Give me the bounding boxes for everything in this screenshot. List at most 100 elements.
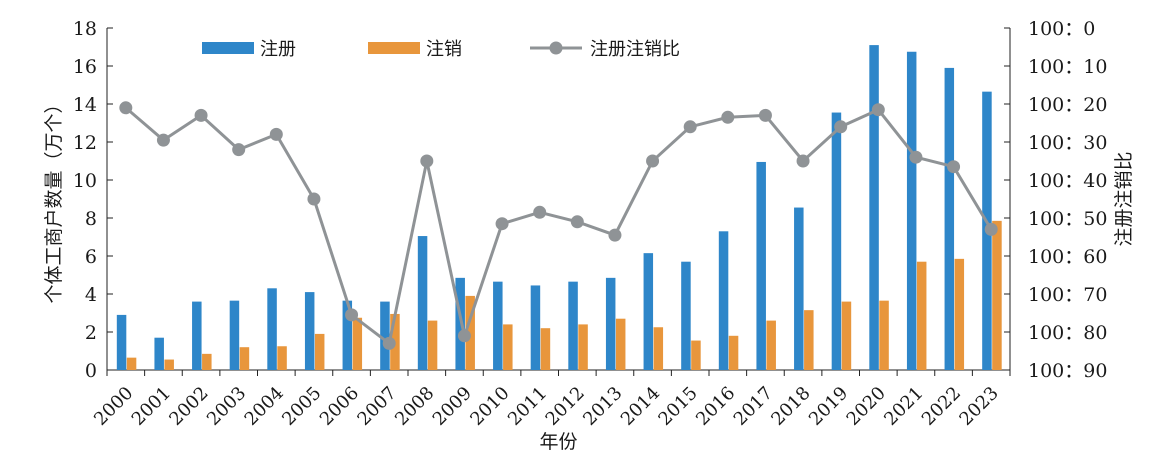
y2-tick-label: 100：30 <box>1028 132 1107 154</box>
ratio-point <box>194 108 208 122</box>
bar-cancelled <box>841 301 852 370</box>
y-tick-label: 6 <box>85 246 97 268</box>
y-tick-label: 2 <box>85 322 97 344</box>
ratio-point <box>269 127 283 141</box>
y2-tick-label: 100：20 <box>1028 94 1107 116</box>
y2-tick-label: 100：10 <box>1028 56 1107 78</box>
legend-marker-ratio <box>549 41 563 55</box>
bar-cancelled <box>578 324 588 370</box>
y2-tick-label: 100：70 <box>1028 284 1107 306</box>
bar-registered <box>530 285 541 370</box>
bar-registered <box>718 231 729 370</box>
ratio-point <box>909 150 923 164</box>
legend-label-cancelled: 注销 <box>426 39 462 60</box>
bar-registered <box>568 281 578 370</box>
bar-cancelled <box>992 220 1002 370</box>
ratio-point <box>721 110 735 124</box>
bar-cancelled <box>314 333 325 370</box>
bar-cancelled <box>427 320 438 370</box>
ratio-point <box>382 336 396 350</box>
y-axis-label: 个体工商户数量（万个） <box>43 94 65 303</box>
x-tick-label: 2005 <box>278 383 325 430</box>
x-tick-label: 2008 <box>391 383 438 430</box>
bar-registered <box>380 301 390 370</box>
bar-cancelled <box>728 335 739 370</box>
x-tick-label: 2021 <box>880 383 927 430</box>
bar-registered <box>906 51 917 370</box>
x-tick-label: 2002 <box>165 383 212 430</box>
bar-cancelled <box>277 346 287 370</box>
x-tick-label: 2011 <box>504 383 551 430</box>
y-tick-label: 14 <box>73 94 97 116</box>
bar-registered <box>831 112 842 371</box>
bar-registered <box>342 300 353 370</box>
y2-tick-label: 100：0 <box>1028 18 1095 40</box>
x-tick-label: 2000 <box>90 383 137 430</box>
bar-registered <box>944 67 955 371</box>
bar-registered <box>455 277 465 370</box>
bar-cancelled <box>164 359 174 370</box>
x-tick-label: 2015 <box>654 383 701 430</box>
y2-tick-label: 100：50 <box>1028 208 1107 230</box>
bar-registered <box>267 288 277 370</box>
bars <box>116 45 1002 371</box>
y-tick-label: 12 <box>73 132 97 154</box>
bar-registered <box>869 45 879 370</box>
x-axis-label: 年份 <box>539 431 577 453</box>
bar-cancelled <box>916 261 927 370</box>
ratio-point <box>646 154 660 168</box>
x-tick-label: 2014 <box>617 383 664 430</box>
bar-registered <box>493 281 503 370</box>
ratio-point <box>871 103 885 117</box>
y-tick-label: 16 <box>73 56 97 78</box>
ratio-point <box>570 215 584 229</box>
y2-axis-label: 注册注销比 <box>1113 151 1135 246</box>
ratio-point <box>495 217 509 231</box>
ratio-point <box>420 154 434 168</box>
ratio-point <box>232 143 246 157</box>
bar-cancelled <box>879 300 889 370</box>
bar-cancelled <box>352 317 363 370</box>
bar-cancelled <box>202 353 212 370</box>
y2-tick-label: 100：80 <box>1028 322 1107 344</box>
bar-registered <box>304 292 315 370</box>
bar-cancelled <box>804 310 814 370</box>
bar-cancelled <box>615 318 626 370</box>
bar-cancelled <box>503 324 513 370</box>
bar-cancelled <box>239 347 250 370</box>
x-tick-label: 2009 <box>429 383 476 430</box>
ratio-point <box>119 101 133 115</box>
x-tick-label: 2023 <box>955 383 1002 430</box>
ratio-point <box>608 228 622 242</box>
bar-cancelled <box>954 258 965 370</box>
bar-cancelled <box>126 357 137 370</box>
bar-registered <box>192 301 202 370</box>
y-tick-label: 18 <box>73 18 97 40</box>
ratio-point <box>984 222 998 236</box>
ratio-point <box>796 154 810 168</box>
bar-registered <box>605 277 616 370</box>
x-tick-label: 2016 <box>692 383 739 430</box>
legend: 注册 注销 注册注销比 <box>202 39 680 60</box>
x-tick-label: 2010 <box>466 383 513 430</box>
bar-registered <box>794 207 804 370</box>
bar-cancelled <box>540 328 551 370</box>
x-tick-label: 2012 <box>542 383 589 430</box>
bar-registered <box>154 337 164 370</box>
ratio-point <box>533 205 547 219</box>
y-tick-label: 4 <box>85 284 97 306</box>
x-tick-label: 2019 <box>805 383 852 430</box>
bar-registered <box>417 236 428 370</box>
bar-registered <box>116 314 127 370</box>
ratio-point <box>156 133 170 147</box>
x-tick-label: 2018 <box>767 383 814 430</box>
bar-registered <box>229 300 240 370</box>
bar-registered <box>643 253 654 370</box>
x-tick-label: 2006 <box>316 383 363 430</box>
legend-label-ratio: 注册注销比 <box>590 39 680 60</box>
ratio-point <box>758 108 772 122</box>
axes <box>106 27 1011 376</box>
x-tick-label: 2022 <box>918 383 965 430</box>
y2-tick-label: 100：60 <box>1028 246 1107 268</box>
